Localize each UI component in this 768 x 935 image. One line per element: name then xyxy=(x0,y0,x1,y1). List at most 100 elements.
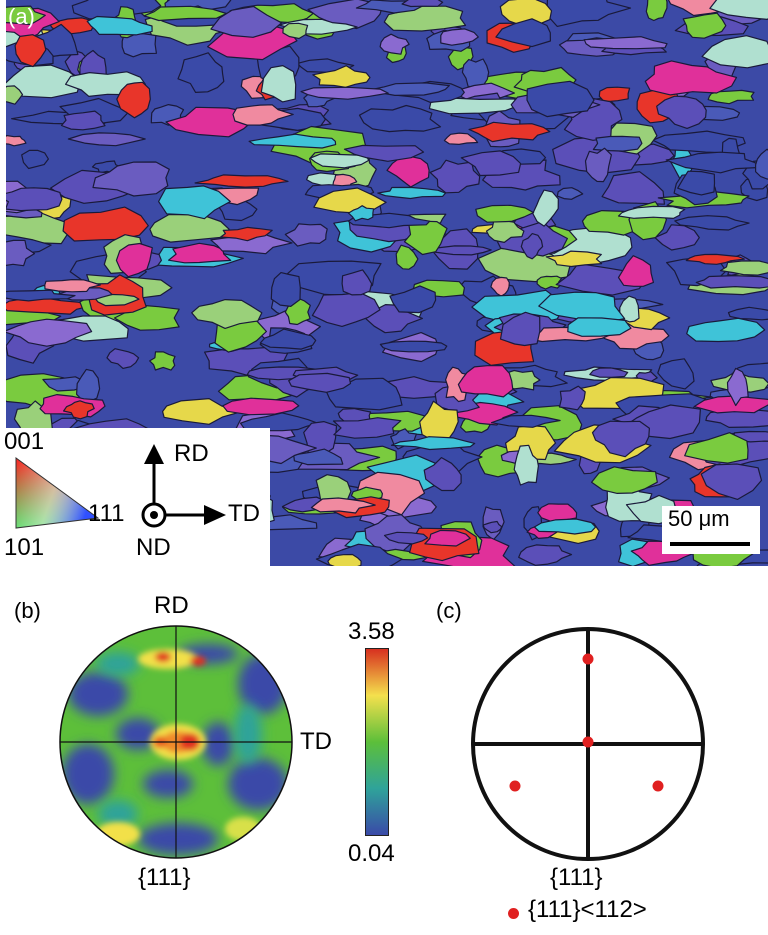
sample-axes-diagram xyxy=(141,444,226,528)
corner-111-label: 111 xyxy=(88,500,125,527)
grain xyxy=(60,110,106,131)
grain xyxy=(701,35,768,69)
grain xyxy=(270,272,301,307)
grain xyxy=(684,432,749,464)
grain xyxy=(222,397,300,416)
grain xyxy=(700,463,763,500)
grain xyxy=(495,18,551,48)
grain xyxy=(583,36,668,50)
grain xyxy=(6,239,36,267)
grain xyxy=(239,412,319,432)
grain xyxy=(379,33,410,55)
grain xyxy=(395,244,419,270)
grain xyxy=(468,121,551,143)
grain xyxy=(657,358,695,390)
grain xyxy=(149,351,176,371)
grain xyxy=(440,28,479,46)
grain xyxy=(499,311,541,347)
grain xyxy=(288,372,352,393)
grain xyxy=(300,86,389,100)
colorbar-max-label: 3.58 xyxy=(348,618,395,645)
grain xyxy=(390,436,476,451)
grain xyxy=(168,242,232,264)
grain xyxy=(115,242,153,278)
grain xyxy=(558,385,586,411)
grain xyxy=(665,151,763,174)
grain xyxy=(556,187,584,200)
grain xyxy=(705,409,768,428)
grain xyxy=(719,260,768,276)
td-axis-label: TD xyxy=(228,500,260,527)
grain xyxy=(312,65,371,88)
panel-b-label: (b) xyxy=(14,598,41,623)
grain xyxy=(14,34,47,68)
grain xyxy=(423,457,462,492)
grain xyxy=(6,187,63,212)
grain xyxy=(709,0,768,20)
grain xyxy=(475,204,535,223)
grain xyxy=(401,0,444,8)
grain xyxy=(428,97,520,115)
grain xyxy=(726,367,749,407)
grain xyxy=(536,275,563,290)
grain xyxy=(617,205,686,219)
scale-bar: 50 μm xyxy=(662,506,760,554)
grain xyxy=(592,135,643,152)
grain xyxy=(158,185,231,220)
grain xyxy=(520,233,544,260)
grain xyxy=(518,544,573,566)
grain xyxy=(584,147,612,183)
grain xyxy=(685,253,745,265)
pf-rd-label: RD xyxy=(154,592,189,619)
grain xyxy=(443,132,479,145)
grain xyxy=(644,60,738,96)
grain xyxy=(6,134,27,147)
grain xyxy=(44,279,101,293)
grain xyxy=(284,223,328,247)
grain xyxy=(457,365,514,398)
grain xyxy=(695,275,768,289)
grain xyxy=(343,144,425,162)
grain xyxy=(533,518,597,535)
grain xyxy=(460,150,522,177)
grain xyxy=(532,189,559,227)
grain xyxy=(92,161,170,197)
grain xyxy=(309,153,370,169)
grain xyxy=(482,520,503,534)
grain xyxy=(591,420,650,458)
ideal-pole-top xyxy=(582,653,594,665)
grain xyxy=(248,133,337,149)
grain xyxy=(310,497,376,514)
corner-001-label: 001 xyxy=(4,428,45,455)
grain xyxy=(686,317,766,343)
grain xyxy=(347,205,375,222)
grain xyxy=(232,104,294,126)
grain xyxy=(677,170,716,196)
grain xyxy=(177,52,225,93)
pf-pole-label: {111} xyxy=(138,864,191,891)
grain xyxy=(490,414,561,428)
grain xyxy=(260,65,297,103)
grain-layer xyxy=(6,0,768,566)
grain xyxy=(86,15,153,36)
grain xyxy=(63,400,95,420)
grain xyxy=(121,33,157,58)
grain xyxy=(755,148,768,180)
nd-axis-label: ND xyxy=(136,534,171,561)
grain xyxy=(674,215,750,231)
grain xyxy=(383,5,467,32)
orientation-legend: 001 101 111 RD TD ND xyxy=(0,428,270,566)
pole-figure-111 xyxy=(59,625,293,859)
grain xyxy=(526,80,595,118)
grain xyxy=(21,149,49,170)
grain xyxy=(389,285,437,314)
grain xyxy=(727,306,768,321)
legend-marker xyxy=(508,908,519,919)
grain xyxy=(490,276,510,297)
ideal-pole-center xyxy=(582,736,594,748)
grain xyxy=(591,466,658,494)
grain xyxy=(424,529,471,547)
grain xyxy=(341,269,373,296)
rd-axis-label: RD xyxy=(174,440,209,467)
grain xyxy=(656,95,707,129)
